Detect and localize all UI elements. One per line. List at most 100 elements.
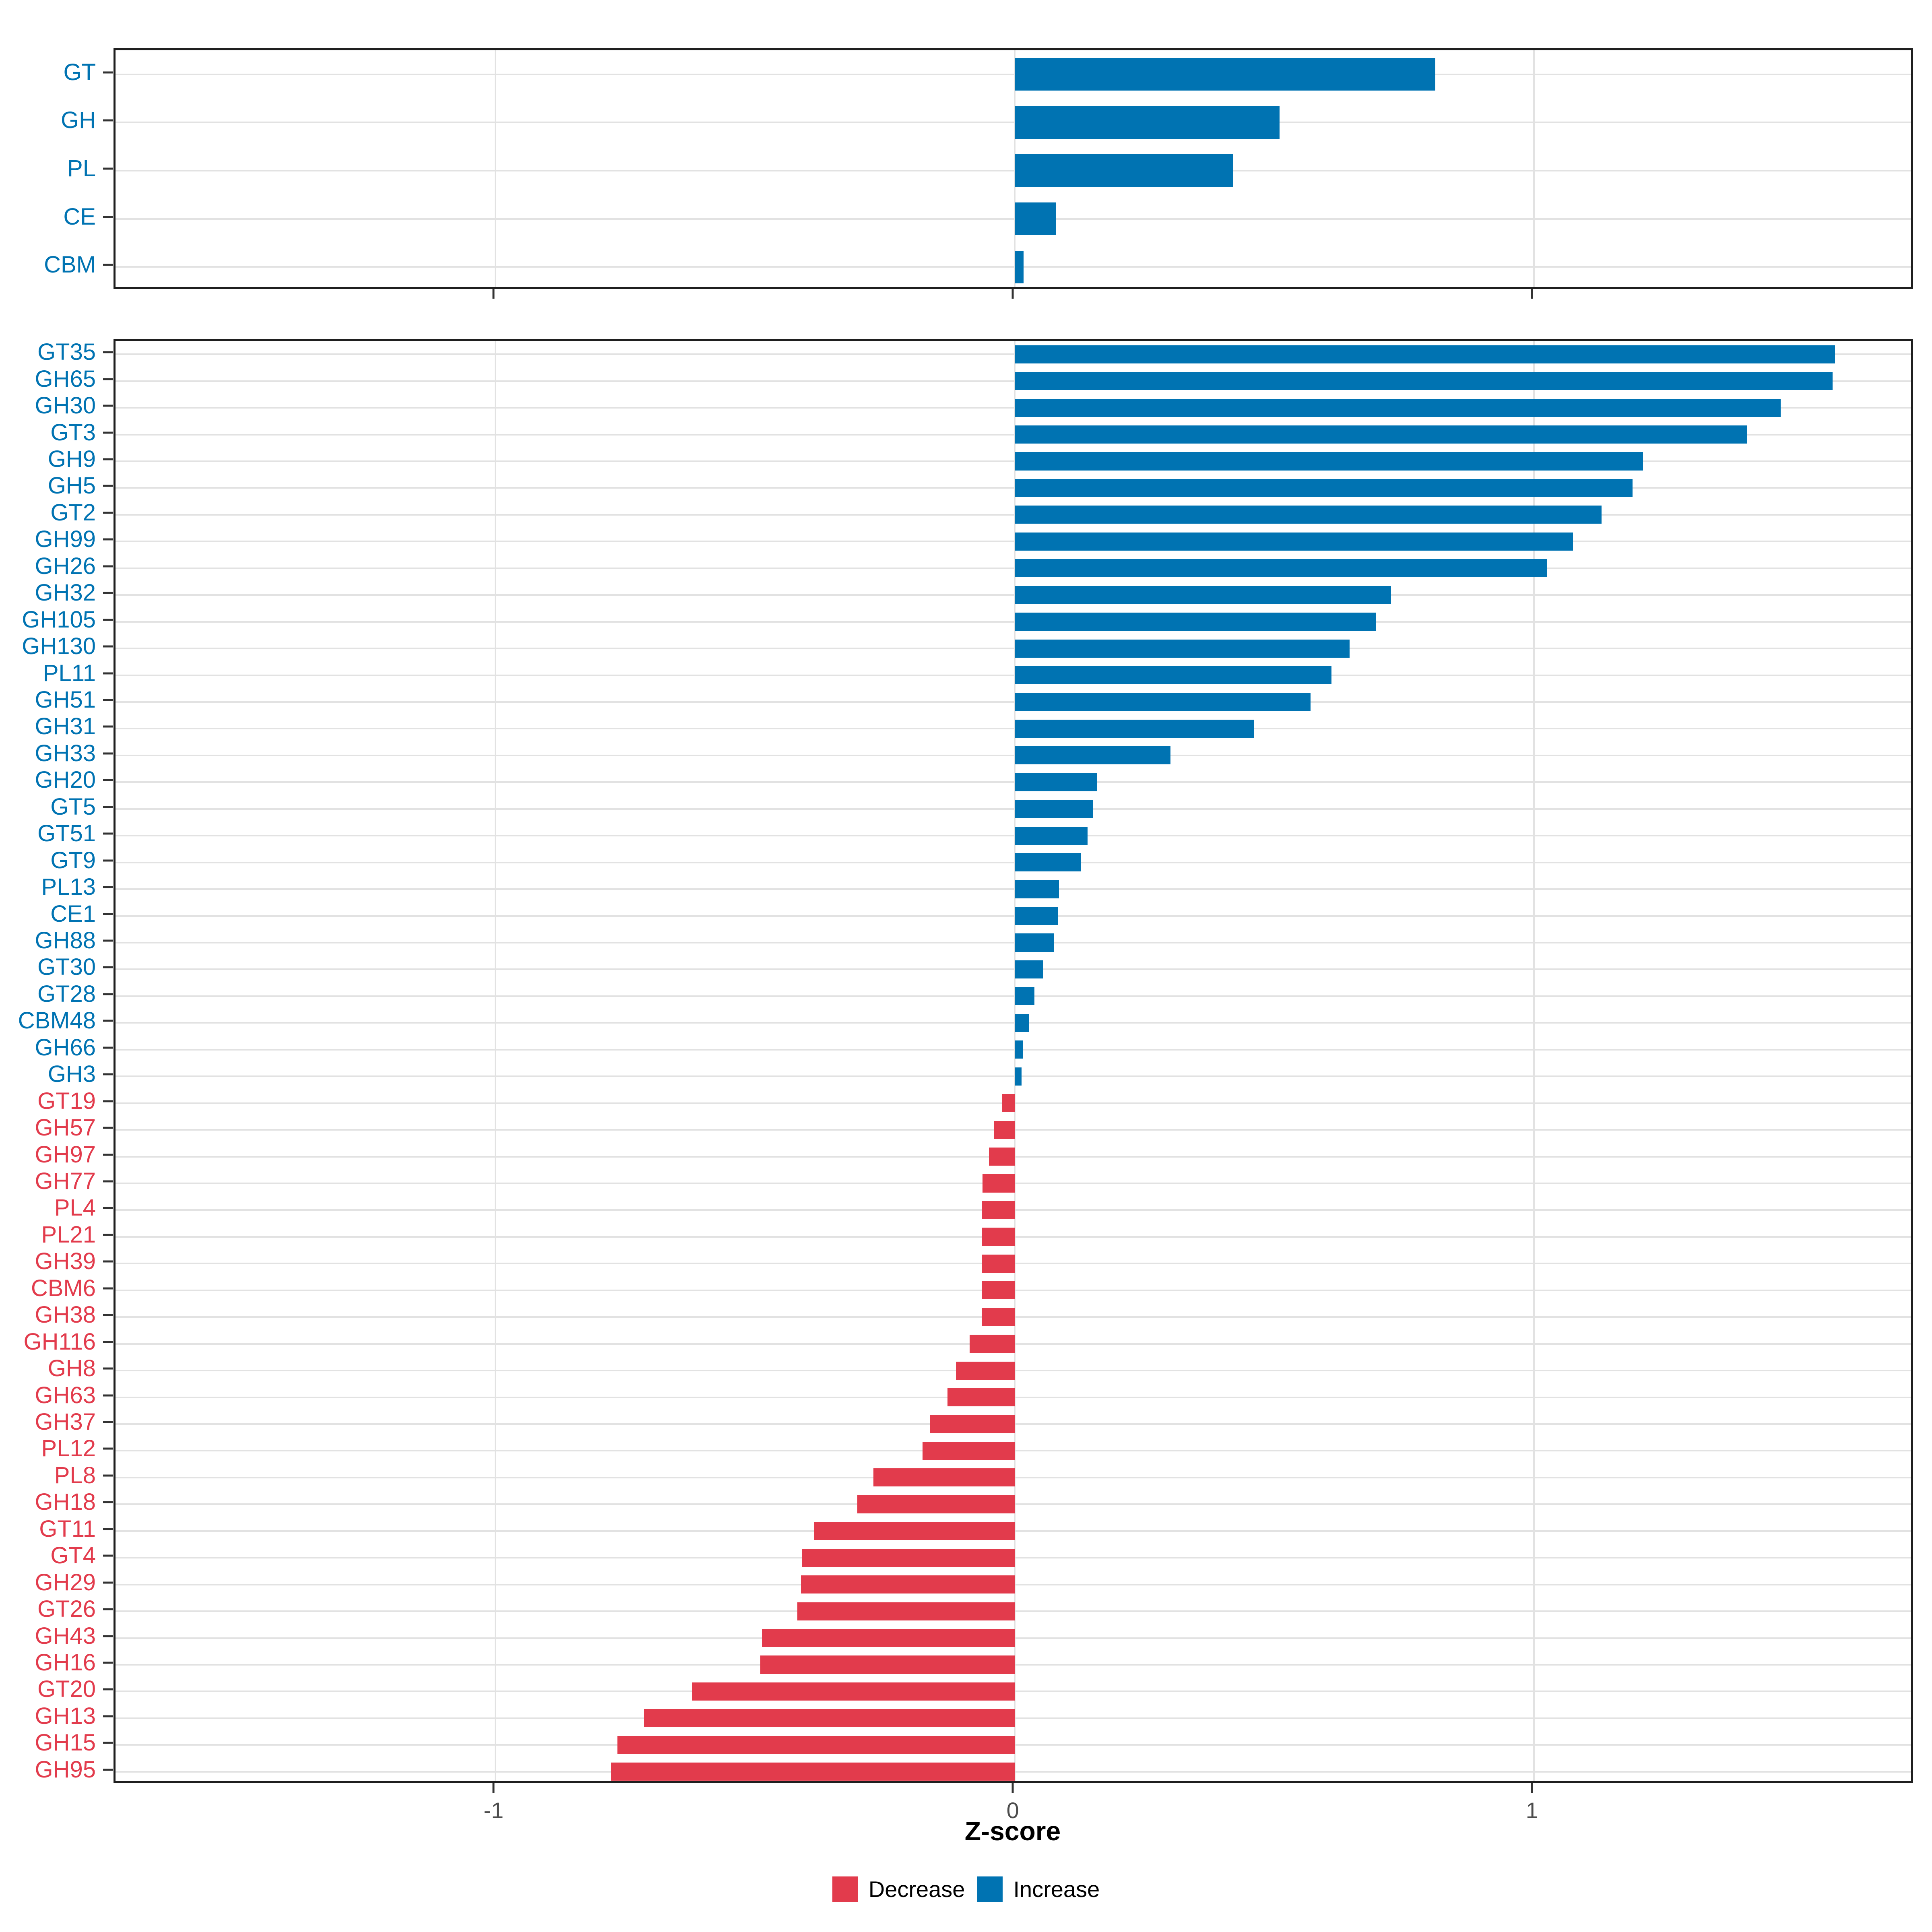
- horizontal-gridline: [116, 781, 1911, 783]
- y-axis-label-gh116: GH116: [23, 1328, 96, 1355]
- y-axis-label-gh130: GH130: [22, 633, 96, 660]
- x-tick-mark: [1011, 1783, 1014, 1793]
- x-tick-label: -1: [483, 1798, 504, 1823]
- horizontal-gridline: [116, 487, 1911, 489]
- bar-gh16: [760, 1655, 1015, 1674]
- y-tick-mark: [103, 1528, 113, 1530]
- legend-label: Decrease: [868, 1876, 965, 1902]
- horizontal-gridline: [116, 674, 1911, 676]
- y-tick-mark: [103, 1394, 113, 1397]
- x-tick-mark: [1011, 289, 1014, 299]
- bar-gt28: [1015, 987, 1035, 1005]
- bar-gh116: [969, 1335, 1015, 1353]
- y-axis-label-gt9: GT9: [50, 847, 96, 873]
- vertical-gridline: [1014, 341, 1016, 1781]
- bar-gh97: [989, 1147, 1015, 1166]
- bar-gh63: [947, 1388, 1015, 1407]
- y-tick-mark: [103, 699, 113, 701]
- y-tick-mark: [103, 806, 113, 808]
- y-tick-mark: [103, 538, 113, 541]
- bar-pl11: [1015, 666, 1332, 685]
- y-axis-label-gh8: GH8: [47, 1355, 96, 1382]
- y-tick-mark: [103, 966, 113, 968]
- y-tick-mark: [103, 619, 113, 621]
- bar-gt20: [691, 1682, 1015, 1701]
- bar-pl12: [922, 1441, 1015, 1460]
- y-axis-label-gt2: GT2: [50, 499, 96, 526]
- y-tick-mark: [103, 1554, 113, 1557]
- y-axis-label-gh26: GH26: [35, 553, 96, 579]
- y-tick-mark: [103, 1608, 113, 1610]
- plot-area-classes: [116, 50, 1911, 287]
- horizontal-gridline: [116, 266, 1911, 268]
- y-tick-mark: [103, 1154, 113, 1156]
- y-axis-label-gh105: GH105: [22, 606, 96, 633]
- bar-gh95: [611, 1763, 1015, 1781]
- y-axis-label-pl12: PL12: [41, 1435, 96, 1462]
- y-axis-label-pl21: PL21: [41, 1221, 96, 1248]
- bar-pl13: [1015, 880, 1059, 898]
- y-axis-label-pl8: PL8: [54, 1462, 96, 1488]
- horizontal-gridline: [116, 995, 1911, 997]
- y-tick-mark: [103, 565, 113, 568]
- horizontal-gridline: [116, 218, 1911, 220]
- x-tick-mark: [1531, 289, 1533, 299]
- vertical-gridline: [495, 50, 497, 287]
- y-axis-label-gt5: GT5: [50, 793, 96, 820]
- y-tick-mark: [103, 1127, 113, 1129]
- y-axis-label-gh37: GH37: [35, 1409, 96, 1435]
- horizontal-gridline: [116, 170, 1911, 171]
- plot-area-families: [116, 341, 1911, 1781]
- y-tick-mark: [103, 1474, 113, 1477]
- x-tick-mark: [492, 1783, 495, 1793]
- y-tick-mark: [103, 1742, 113, 1744]
- y-axis-label-gt4: GT4: [50, 1542, 96, 1569]
- y-axis-label-gh51: GH51: [35, 687, 96, 713]
- bar-gh105: [1015, 613, 1376, 631]
- bar-gt35: [1015, 345, 1835, 363]
- horizontal-gridline: [116, 621, 1911, 623]
- horizontal-gridline: [116, 460, 1911, 462]
- y-axis-label-gh43: GH43: [35, 1622, 96, 1649]
- bar-gt19: [1002, 1094, 1015, 1113]
- y-tick-mark: [103, 216, 113, 218]
- y-axis-label-gh33: GH33: [35, 740, 96, 766]
- horizontal-gridline: [116, 567, 1911, 569]
- y-axis-label-gh63: GH63: [35, 1382, 96, 1408]
- legend-label: Increase: [1013, 1876, 1100, 1902]
- bar-pl4: [982, 1201, 1015, 1220]
- bar-gh18: [857, 1495, 1015, 1513]
- bar-gh65: [1015, 372, 1833, 390]
- horizontal-gridline: [116, 701, 1911, 703]
- bar-cbm48: [1015, 1013, 1030, 1032]
- y-tick-mark: [103, 1020, 113, 1022]
- legend-swatch-decrease: [832, 1876, 858, 1902]
- y-axis-label-gh39: GH39: [35, 1248, 96, 1275]
- y-tick-mark: [103, 592, 113, 594]
- y-axis-label-gt35: GT35: [37, 339, 96, 365]
- bar-gh30: [1015, 398, 1781, 417]
- horizontal-gridline: [116, 541, 1911, 543]
- horizontal-gridline: [116, 754, 1911, 756]
- vertical-gridline: [1533, 341, 1535, 1781]
- y-axis-label-gh5: GH5: [47, 473, 96, 499]
- y-tick-mark: [103, 431, 113, 434]
- y-axis-label-gh99: GH99: [35, 526, 96, 553]
- y-axis-label-gh77: GH77: [35, 1168, 96, 1194]
- y-tick-mark: [103, 1501, 113, 1503]
- horizontal-gridline: [116, 380, 1911, 382]
- horizontal-gridline: [116, 728, 1911, 730]
- y-axis-label-gh15: GH15: [35, 1730, 96, 1756]
- x-tick-label: 1: [1525, 1798, 1538, 1823]
- y-tick-mark: [103, 167, 113, 170]
- bar-gt5: [1015, 800, 1093, 818]
- y-tick-mark: [103, 512, 113, 514]
- y-tick-mark: [103, 1314, 113, 1316]
- bar-gh77: [983, 1174, 1015, 1193]
- y-tick-mark: [103, 378, 113, 380]
- vertical-gridline: [1533, 50, 1535, 287]
- y-tick-mark: [103, 859, 113, 862]
- bar-gh130: [1015, 639, 1350, 658]
- y-axis-label-pl13: PL13: [41, 874, 96, 900]
